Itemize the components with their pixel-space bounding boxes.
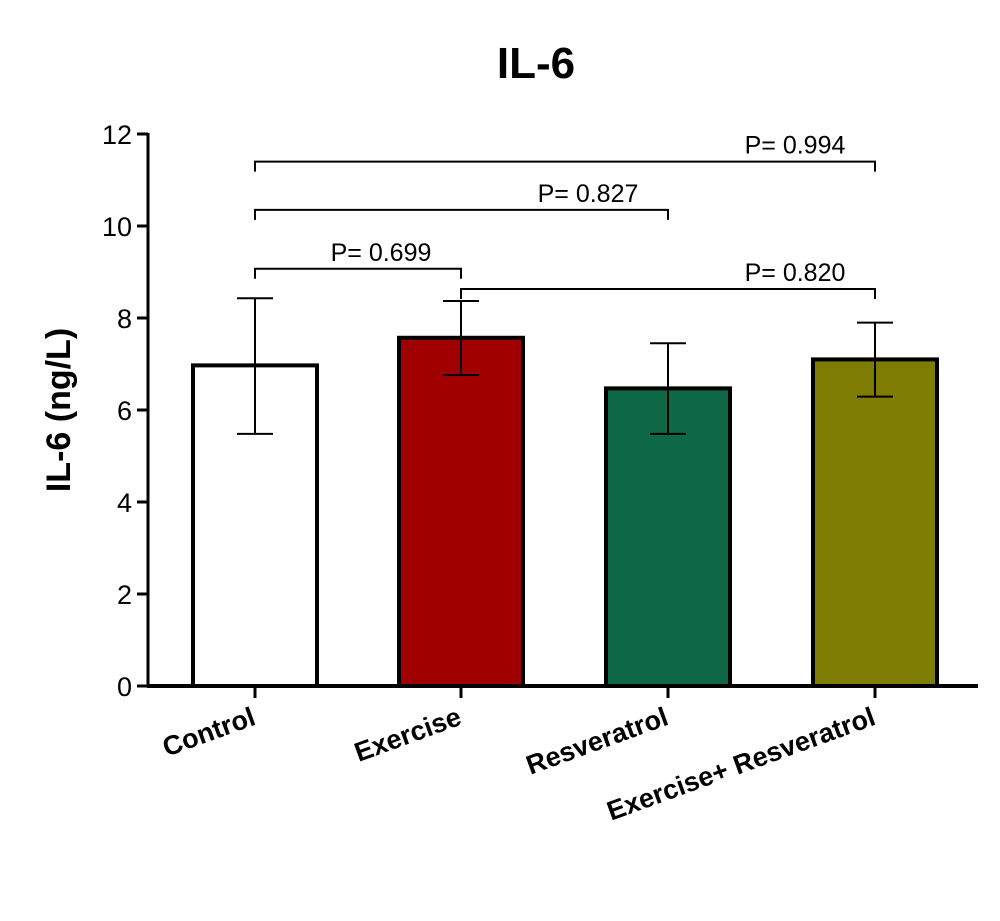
x-tick-label: Resveratrol — [522, 701, 672, 780]
y-axis: 0 2 4 6 8 10 12 — [102, 120, 150, 702]
error-bars — [237, 297, 893, 435]
p-value-label: P= 0.827 — [538, 180, 639, 208]
y-tick-label: 0 — [117, 672, 132, 702]
comparison-bracket — [254, 267, 462, 279]
p-value-label: P= 0.994 — [745, 132, 846, 160]
p-value-label: P= 0.699 — [331, 239, 432, 267]
y-tick-label: 10 — [102, 212, 132, 242]
bar-exercise — [397, 335, 525, 688]
comparison-bracket — [254, 160, 876, 172]
x-tick-label: Control — [159, 701, 259, 762]
comparison-brackets: P= 0.994 P= 0.827 P= 0.699 P= 0.820 — [254, 132, 876, 300]
comparison-bracket — [460, 288, 876, 300]
comparison-bracket — [254, 208, 669, 220]
chart-title: IL-6 — [497, 39, 575, 88]
y-tick-label: 6 — [117, 396, 132, 426]
y-axis-label: IL-6 (ng/L) — [40, 328, 78, 492]
y-tick-label: 4 — [117, 488, 132, 518]
y-tick-label: 12 — [102, 120, 132, 150]
y-tick-label: 8 — [117, 304, 132, 334]
y-tick-label: 2 — [117, 580, 132, 610]
bar-exercise-resveratrol — [811, 357, 939, 688]
bars — [191, 335, 939, 688]
p-value-label: P= 0.820 — [745, 259, 846, 287]
x-tick-label: Exercise — [350, 701, 465, 767]
